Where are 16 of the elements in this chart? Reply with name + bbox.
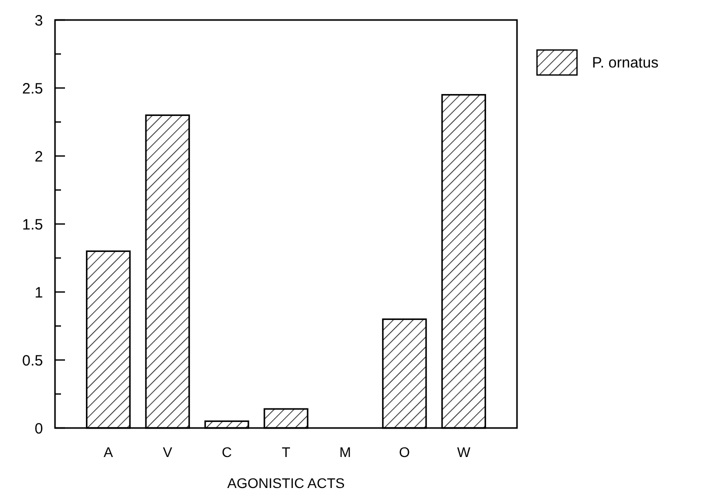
x-tick-label: T	[282, 444, 291, 460]
y-tick-label: 1.5	[22, 216, 43, 234]
y-tick-label: 2.5	[22, 80, 43, 98]
x-axis-title: AGONISTIC ACTS	[227, 474, 345, 490]
x-tick-label: V	[162, 444, 173, 460]
y-tick-label: 0.5	[22, 352, 43, 370]
x-tick-label: O	[399, 444, 410, 460]
x-tick-label: W	[457, 444, 472, 460]
y-tick-label: 3	[34, 12, 43, 30]
x-tick-label: C	[222, 444, 232, 460]
legend-label: P. ornatus	[592, 54, 658, 72]
x-tick-label: M	[339, 444, 352, 460]
x-tick-label: A	[104, 444, 114, 460]
y-tick-label: 2	[34, 148, 43, 166]
y-tick-label: 1	[34, 284, 43, 302]
y-tick-label: 0	[34, 420, 43, 438]
